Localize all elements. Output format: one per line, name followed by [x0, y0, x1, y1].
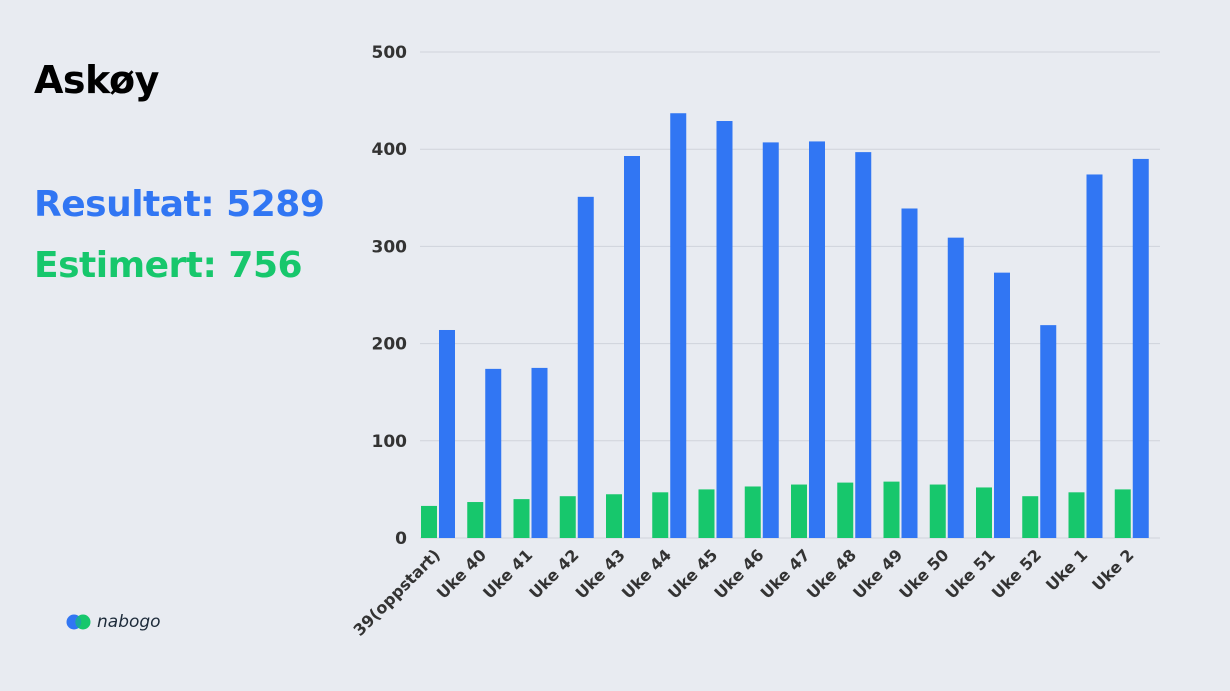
bar-estimate — [744, 486, 761, 538]
x-tick-label: Uke 51 — [942, 545, 999, 602]
y-tick-label: 300 — [372, 237, 408, 257]
bar-result — [994, 272, 1010, 538]
bar-estimate — [1068, 492, 1085, 538]
bar-result — [855, 152, 872, 538]
estimate-total: Estimert: 756 — [34, 245, 303, 286]
bar-result — [670, 113, 687, 539]
bar-estimate — [559, 496, 576, 538]
bar-estimate — [698, 489, 715, 538]
x-tick-label: Uke 2 — [1088, 545, 1137, 594]
bar-result — [762, 142, 779, 538]
x-tick-label: Uke 42 — [525, 545, 582, 602]
bar-result — [624, 156, 640, 538]
x-tick-label: Uke 46 — [710, 545, 767, 602]
x-tick-label: Uke 50 — [895, 545, 952, 602]
x-tick-label: 39(oppstart) — [350, 545, 444, 639]
bar-result — [485, 368, 502, 538]
bar-estimate — [513, 499, 530, 538]
y-tick-label: 0 — [395, 529, 407, 549]
bar-result — [809, 141, 825, 538]
x-tick-label: Uke 47 — [757, 545, 814, 602]
x-tick-label: Uke 41 — [479, 545, 536, 602]
x-tick-label: Uke 52 — [988, 545, 1045, 602]
bar-estimate — [1114, 489, 1131, 538]
bar-result — [1086, 174, 1103, 539]
bar-result — [716, 121, 733, 539]
bar-result — [901, 208, 918, 538]
bar-estimate — [837, 482, 854, 538]
x-tick-label: Uke 45 — [664, 545, 721, 602]
x-tick-label: Uke 48 — [803, 545, 860, 602]
result-total: Resultat: 5289 — [34, 184, 325, 225]
x-tick-label: Uke 44 — [618, 545, 675, 602]
bar-result — [439, 329, 455, 538]
bar-result — [947, 237, 964, 539]
bar-result — [1040, 325, 1057, 538]
bar-estimate — [467, 502, 484, 538]
bar-estimate — [606, 494, 622, 538]
bar-estimate — [929, 484, 946, 538]
brand-name: nabogo — [97, 612, 161, 632]
x-tick-label: Uke 1 — [1042, 545, 1091, 594]
bar-estimate — [652, 492, 669, 538]
x-tick-label: Uke 49 — [849, 545, 906, 602]
bar-estimate — [1022, 496, 1039, 538]
brand-logo: nabogo — [66, 612, 161, 632]
page-title: Askøy — [34, 58, 159, 102]
y-tick-label: 200 — [372, 335, 408, 355]
bar-estimate — [976, 487, 992, 538]
y-tick-label: 400 — [372, 140, 408, 160]
bar-result — [577, 196, 594, 538]
nabogo-logo-icon — [66, 614, 91, 630]
bar-estimate — [421, 505, 437, 538]
bar-estimate — [883, 481, 900, 538]
bar-result — [1132, 158, 1149, 539]
y-tick-label: 500 — [372, 43, 408, 63]
x-tick-label: Uke 40 — [433, 545, 490, 602]
bar-estimate — [791, 484, 807, 538]
x-tick-label: Uke 43 — [572, 545, 629, 602]
y-tick-label: 100 — [372, 432, 408, 452]
bar-result — [531, 367, 548, 538]
